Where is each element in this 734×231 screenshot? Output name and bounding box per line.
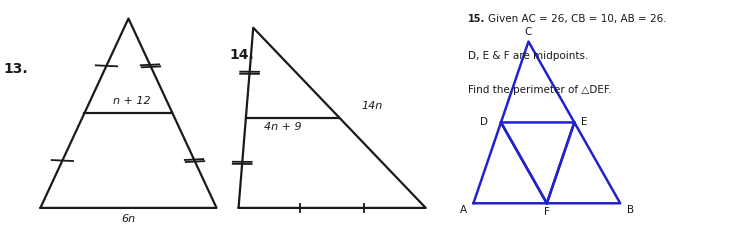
Text: D, E & F are midpoints.: D, E & F are midpoints.	[468, 51, 589, 61]
Text: C: C	[525, 27, 532, 37]
Text: 15.: 15.	[468, 14, 486, 24]
Text: A: A	[459, 205, 467, 215]
Text: E: E	[581, 117, 587, 128]
Text: 13.: 13.	[4, 62, 29, 76]
Text: n + 12: n + 12	[113, 96, 151, 106]
Text: 14n: 14n	[361, 101, 382, 111]
Text: F: F	[544, 207, 550, 217]
Text: 4n + 9: 4n + 9	[264, 122, 302, 132]
Text: Find the perimeter of △DEF.: Find the perimeter of △DEF.	[468, 85, 612, 95]
Text: D: D	[480, 117, 487, 128]
Text: B: B	[627, 205, 634, 215]
Text: 6n: 6n	[121, 214, 136, 225]
Text: 14.: 14.	[230, 49, 255, 62]
Text: Given AC = 26, CB = 10, AB = 26.: Given AC = 26, CB = 10, AB = 26.	[488, 14, 666, 24]
